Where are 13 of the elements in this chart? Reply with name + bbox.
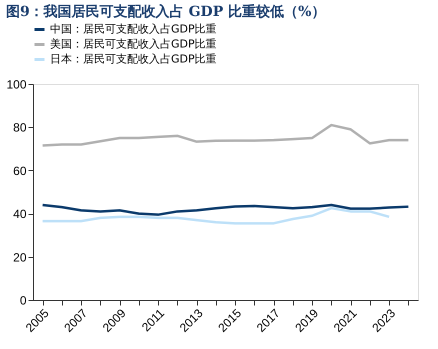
line-series <box>41 206 390 225</box>
line-series <box>41 204 410 216</box>
y-tick-label: 100 <box>6 78 27 92</box>
legend-label: 中国：居民可支配收入占GDP比重 <box>50 22 217 36</box>
y-tick-label: 80 <box>13 120 27 135</box>
y-tick-label: 20 <box>13 250 27 264</box>
chart-title: 图9：我国居民可支配收入占 GDP 比重较低（%） <box>6 4 326 20</box>
line-series <box>41 124 410 147</box>
y-tick-label: 40 <box>13 207 27 222</box>
legend-label: 美国：居民可支配收入占GDP比重 <box>50 38 217 50</box>
y-tick-label: 60 <box>13 164 27 178</box>
legend-label: 日本：居民可支配收入占GDP比重 <box>50 52 217 66</box>
y-tick-label: 0 <box>20 294 27 308</box>
